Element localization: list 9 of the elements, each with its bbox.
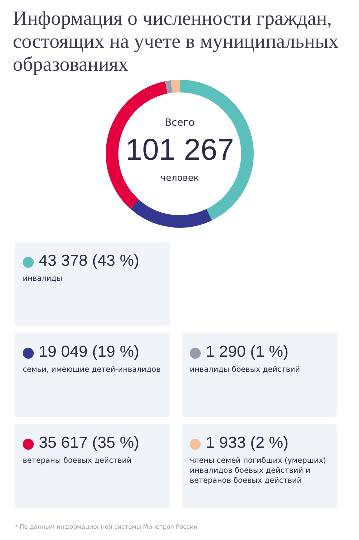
data-label: 19 049 (19 %) [39, 344, 140, 362]
data-label: 43 378 (43 %) [39, 253, 140, 271]
text: человек [160, 174, 200, 184]
text: Всего [164, 118, 196, 129]
data-label: 35 617 (35 %) [39, 435, 140, 453]
data-label: 1 933 (2 %) [206, 435, 289, 453]
data-label: 1 290 (1 %) [206, 344, 289, 362]
chart-title: Информация о численности граждан, состоящих на учете в муниципальных образованиях [13, 8, 340, 77]
text: 101 267 [124, 133, 236, 169]
